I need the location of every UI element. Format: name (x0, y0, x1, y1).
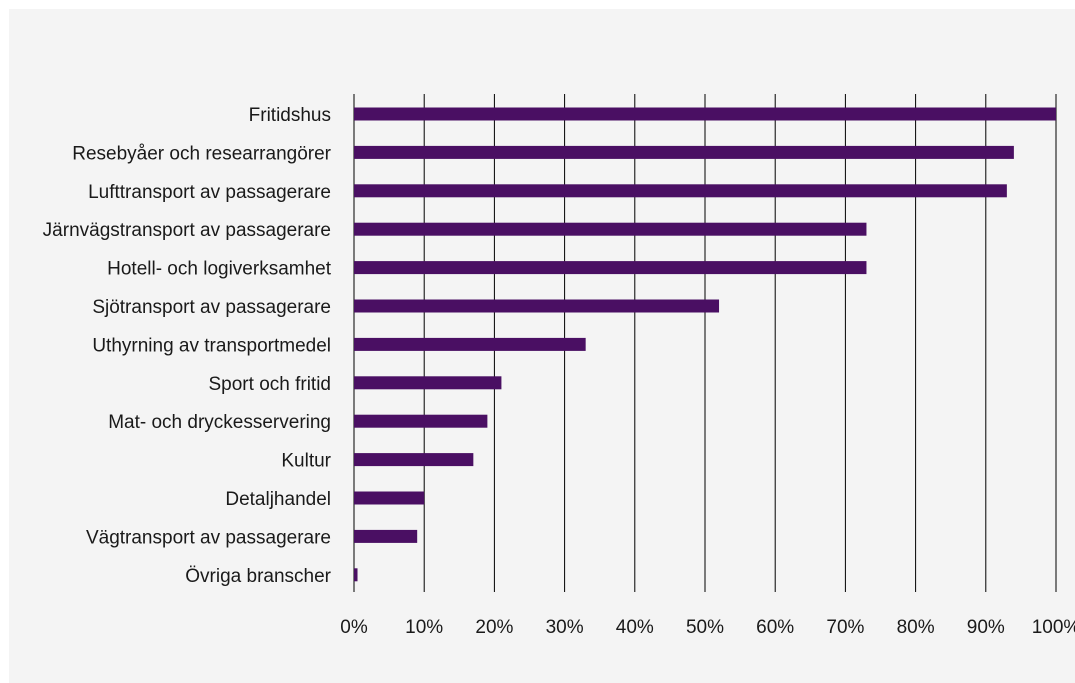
bars (354, 107, 1056, 582)
bar (354, 414, 488, 428)
bar (354, 568, 358, 582)
x-tick-label: 90% (967, 617, 1005, 638)
x-axis-tick-labels: 0% 10% 20% 30% 40% 50% 60% 70% 80% 90% 100% (340, 617, 1075, 638)
x-tick-label: 40% (616, 617, 654, 638)
bar (354, 337, 586, 351)
category-label: Detaljhandel (225, 489, 331, 510)
x-tick-label: 10% (405, 617, 443, 638)
category-label: Sport och fritid (209, 374, 332, 395)
bar (354, 145, 1014, 159)
category-label: Uthyrning av transportmedel (92, 335, 331, 356)
x-tick-label: 30% (546, 617, 584, 638)
category-label: Kultur (281, 451, 331, 472)
bar (354, 184, 1007, 198)
category-label: Övriga branscher (185, 566, 331, 587)
bar (354, 376, 502, 390)
x-tick-label: 100% (1032, 617, 1075, 638)
bar (354, 222, 867, 236)
x-tick-label: 50% (686, 617, 724, 638)
bar (354, 261, 867, 275)
category-label: Lufttransport av passagerare (88, 182, 331, 203)
x-tick-label: 70% (826, 617, 864, 638)
category-label: Fritidshus (249, 105, 331, 126)
x-tick-label: 60% (756, 617, 794, 638)
category-label: Järnvägstransport av passagerare (43, 220, 331, 241)
category-label: Hotell- och logiverksamhet (107, 259, 332, 280)
bar (354, 453, 474, 467)
category-label: Mat- och dryckesservering (108, 412, 331, 433)
x-tick-label: 0% (340, 617, 368, 638)
x-tick-label: 20% (475, 617, 513, 638)
bar (354, 529, 418, 543)
bar (354, 107, 1056, 121)
x-tick-label: 80% (897, 617, 935, 638)
bar (354, 491, 425, 505)
bar (354, 299, 720, 313)
category-label: Resebyåer och researrangörer (72, 143, 331, 164)
category-label: Vägtransport av passagerare (86, 527, 331, 548)
category-label: Sjötransport av passagerare (92, 297, 331, 318)
category-labels: Fritidshus Resebyåer och researrangörer Lu… (43, 105, 332, 587)
